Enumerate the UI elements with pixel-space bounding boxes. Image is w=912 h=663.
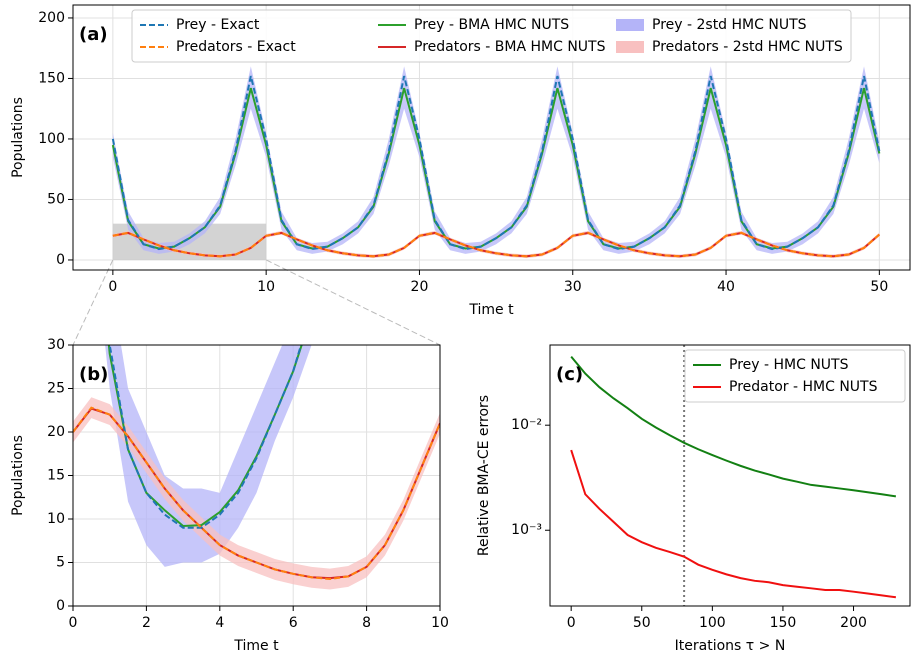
series-line bbox=[570, 449, 897, 599]
y-tick-label: 100 bbox=[38, 131, 65, 147]
series-line bbox=[111, 75, 881, 251]
band bbox=[105, 345, 312, 567]
plot-area bbox=[570, 345, 897, 606]
x-tick-label: 200 bbox=[840, 615, 867, 631]
x-axis-label: Iterations τ > N bbox=[675, 638, 786, 654]
legend-label: Prey - HMC NUTS bbox=[729, 357, 849, 373]
series-line bbox=[112, 231, 880, 258]
legend-label: Predators - 2std HMC NUTS bbox=[652, 39, 843, 55]
x-tick-label: 10 bbox=[431, 615, 449, 631]
y-tick-label: 25 bbox=[47, 381, 65, 397]
y-tick-label: 10⁻² bbox=[511, 417, 542, 433]
series-line bbox=[108, 345, 303, 529]
y-tick-label: 5 bbox=[56, 555, 65, 571]
x-tick-label: 2 bbox=[142, 615, 151, 631]
y-axis-label: Populations bbox=[10, 97, 26, 178]
x-tick-label: 4 bbox=[215, 615, 224, 631]
y-axis-label: Populations bbox=[10, 435, 26, 516]
series-line bbox=[570, 355, 897, 498]
y-tick-label: 20 bbox=[47, 424, 65, 440]
axes-frame bbox=[72, 4, 911, 271]
x-tick-label: 10 bbox=[257, 279, 275, 295]
panel-label: (b) bbox=[79, 364, 108, 385]
x-tick-label: 6 bbox=[289, 615, 298, 631]
series-line bbox=[73, 406, 440, 581]
y-tick-label: 50 bbox=[47, 191, 65, 207]
panel-label: (a) bbox=[79, 24, 108, 45]
y-tick-label: 200 bbox=[38, 10, 65, 26]
x-tick-label: 8 bbox=[362, 615, 371, 631]
legend-swatch bbox=[616, 19, 644, 31]
x-tick-label: 0 bbox=[108, 279, 117, 295]
panel-label: (c) bbox=[556, 364, 583, 385]
legend-box bbox=[684, 349, 906, 403]
band bbox=[73, 397, 440, 590]
y-axis-label: Relative BMA-CE errors bbox=[476, 395, 492, 556]
x-tick-label: 20 bbox=[411, 279, 429, 295]
band bbox=[112, 66, 880, 254]
y-tick-label: 15 bbox=[47, 468, 65, 484]
x-tick-label: 100 bbox=[699, 615, 726, 631]
legend-box bbox=[131, 9, 852, 63]
y-tick-label: 10⁻³ bbox=[511, 522, 542, 538]
plot-area bbox=[73, 345, 440, 590]
y-tick-label: 0 bbox=[56, 598, 65, 614]
x-tick-label: 40 bbox=[717, 279, 735, 295]
zoom-connector bbox=[72, 259, 114, 346]
legend-label: Predators - BMA HMC NUTS bbox=[414, 39, 606, 55]
x-tick-label: 50 bbox=[870, 279, 888, 295]
axes-frame bbox=[549, 344, 911, 607]
y-tick-label: 0 bbox=[56, 252, 65, 268]
x-tick-label: 30 bbox=[564, 279, 582, 295]
y-tick-label: 10 bbox=[47, 511, 65, 527]
axes-frame bbox=[72, 344, 441, 607]
x-tick-label: 0 bbox=[567, 615, 576, 631]
x-axis-label: Time t bbox=[468, 302, 514, 318]
plot-area bbox=[111, 66, 881, 260]
legend-label: Predator - HMC NUTS bbox=[729, 379, 878, 395]
y-tick-label: 150 bbox=[38, 70, 65, 86]
x-tick-label: 150 bbox=[770, 615, 797, 631]
legend-label: Prey - Exact bbox=[176, 17, 260, 33]
x-tick-label: 0 bbox=[69, 615, 78, 631]
zoom-connector bbox=[265, 259, 441, 346]
legend-swatch bbox=[616, 41, 644, 53]
legend-label: Prey - BMA HMC NUTS bbox=[414, 17, 569, 33]
x-axis-label: Time t bbox=[233, 638, 279, 654]
x-tick-label: 50 bbox=[633, 615, 651, 631]
legend-label: Predators - Exact bbox=[176, 39, 296, 55]
legend-label: Prey - 2std HMC NUTS bbox=[652, 17, 807, 33]
y-tick-label: 30 bbox=[47, 337, 65, 353]
